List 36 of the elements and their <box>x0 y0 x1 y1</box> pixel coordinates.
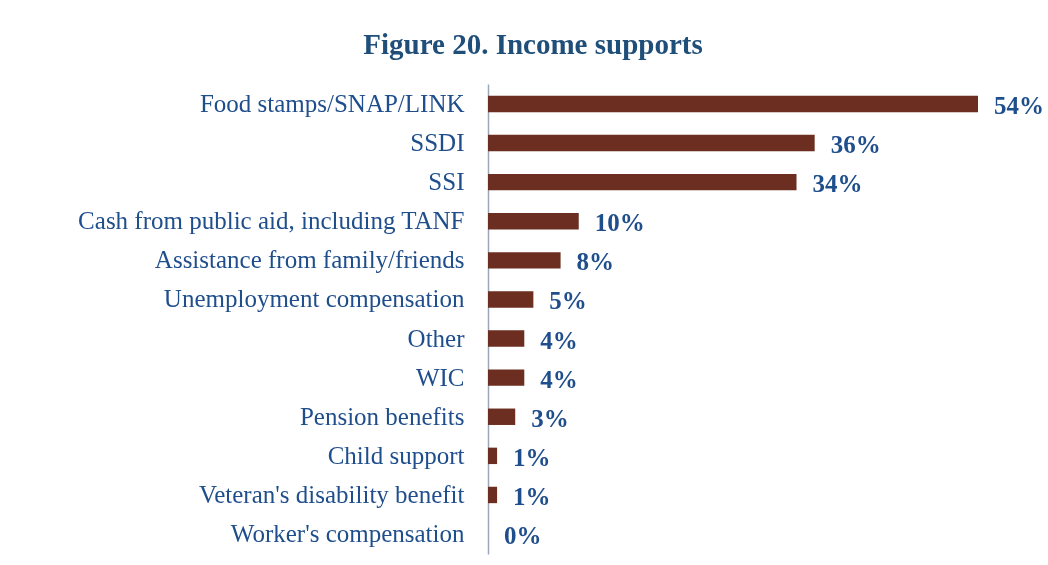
y-tick-label: Other <box>407 324 466 352</box>
chart-title: Figure 20. Income supports <box>363 28 703 60</box>
bar <box>488 95 978 113</box>
y-tick-label: Unemployment compensation <box>163 285 465 313</box>
data-label: 34% <box>812 170 863 198</box>
y-tick-label: Worker's compensation <box>230 520 465 548</box>
data-label: 54% <box>994 91 1044 119</box>
y-tick-label: WIC <box>415 363 465 391</box>
bar <box>488 408 516 425</box>
data-label: 10% <box>594 209 645 237</box>
y-tick-label: Veteran's disability benefit <box>198 480 465 508</box>
data-label: 1% <box>513 443 551 471</box>
data-label: 3% <box>531 404 569 432</box>
y-tick-label: Child support <box>327 441 465 469</box>
data-label: 8% <box>576 248 615 276</box>
y-tick-label: Assistance from family/friends <box>154 246 465 274</box>
bar <box>488 486 498 504</box>
y-tick-label: SSDI <box>410 129 465 157</box>
data-label: 4% <box>540 365 578 393</box>
bar <box>488 213 579 230</box>
y-tick-label: Pension benefits <box>299 402 465 430</box>
y-tick-label: SSI <box>428 168 465 196</box>
data-label: 5% <box>549 287 587 315</box>
data-label: 36% <box>830 131 881 159</box>
bar <box>488 447 498 465</box>
bar <box>488 173 797 191</box>
bar <box>488 252 561 269</box>
bar <box>488 134 815 152</box>
y-tick-label: Cash from public aid, including TANF <box>78 207 465 235</box>
data-label: 0% <box>504 522 542 550</box>
bar <box>488 330 525 347</box>
data-label: 4% <box>540 326 578 354</box>
data-label: 1% <box>513 482 551 510</box>
bar <box>488 369 525 386</box>
y-tick-label: Food stamps/SNAP/LINK <box>199 89 465 117</box>
bar <box>488 291 534 308</box>
